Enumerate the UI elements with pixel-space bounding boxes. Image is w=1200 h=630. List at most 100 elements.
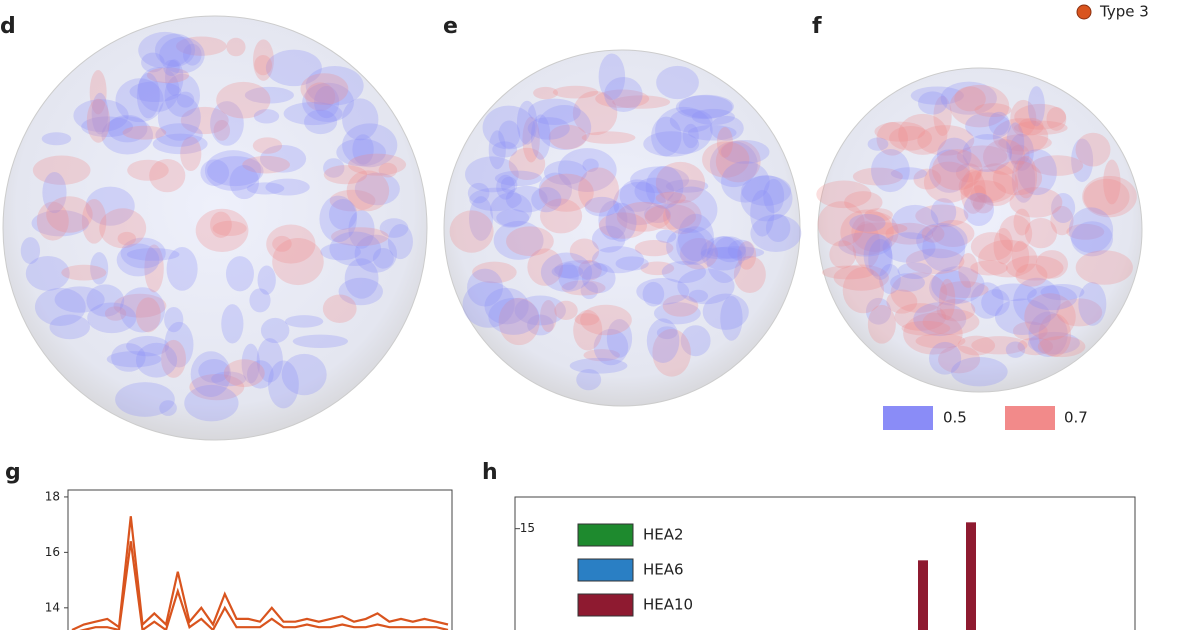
density-patch <box>1066 223 1105 240</box>
density-patch <box>679 238 719 270</box>
density-patch <box>154 33 196 67</box>
density-patch <box>36 201 69 241</box>
density-patch <box>1013 120 1068 135</box>
density-patch <box>606 318 633 358</box>
density-patch <box>225 256 254 292</box>
density-patch <box>936 137 972 173</box>
density-patch <box>993 227 1014 265</box>
density-patch <box>54 286 105 313</box>
density-patch <box>354 172 400 206</box>
density-patch <box>581 131 636 144</box>
density-patch <box>465 156 519 193</box>
density-patch <box>31 210 89 237</box>
density-patch <box>949 84 1010 128</box>
density-patch <box>971 336 1028 355</box>
density-patch <box>1031 155 1084 176</box>
density-patch <box>25 255 70 291</box>
density-patch <box>141 52 165 73</box>
density-patch <box>223 359 265 388</box>
density-patch <box>1011 156 1036 203</box>
density-patch <box>116 243 160 277</box>
density-patch <box>164 306 184 333</box>
density-patch <box>642 281 665 307</box>
density-patch <box>750 214 802 253</box>
legend-label: HEA6 <box>643 561 684 579</box>
density-patch <box>700 236 747 271</box>
density-patch <box>81 116 133 137</box>
density-patch <box>680 325 711 357</box>
density-patch <box>936 298 976 322</box>
density-patch <box>700 247 743 260</box>
density-patch <box>554 260 608 280</box>
density-patch <box>558 262 579 291</box>
density-patch <box>721 140 770 164</box>
density-patch <box>528 98 581 126</box>
density-patch <box>930 198 957 227</box>
density-patch <box>115 78 164 123</box>
density-patch <box>572 90 618 136</box>
density-patch <box>493 220 544 260</box>
density-patch <box>595 89 650 109</box>
density-patch <box>582 158 599 172</box>
density-patch <box>1068 207 1114 254</box>
density-patch <box>1015 155 1038 199</box>
density-patch <box>994 298 1051 336</box>
density-patch <box>146 67 190 84</box>
density-patch <box>242 155 290 174</box>
density-patch <box>655 229 677 243</box>
density-patch <box>252 137 283 154</box>
density-patch <box>198 358 230 383</box>
particle-shell <box>443 49 801 407</box>
density-patch <box>155 123 203 147</box>
density-patch <box>533 86 559 100</box>
density-patch <box>714 236 746 263</box>
particle-shell <box>817 67 1143 393</box>
density-patch <box>578 259 602 281</box>
density-patch <box>1075 132 1111 167</box>
density-patch <box>662 294 699 317</box>
density-patch <box>922 308 980 335</box>
density-patch <box>716 127 733 158</box>
density-patch <box>916 222 968 259</box>
density-patch <box>200 159 230 186</box>
density-patch <box>252 39 274 81</box>
density-patch <box>931 220 975 247</box>
density-patch <box>960 169 986 214</box>
density-patch <box>85 186 135 226</box>
density-patch <box>923 161 974 203</box>
density-patch <box>678 94 734 119</box>
density-patch <box>182 43 202 66</box>
density-patch <box>106 351 162 368</box>
density-patch <box>342 98 379 141</box>
density-patch <box>868 238 893 280</box>
density-patch <box>348 210 375 249</box>
density-patch <box>675 95 733 120</box>
density-patch <box>87 302 137 334</box>
density-patch <box>195 208 249 253</box>
legend-swatch <box>577 593 634 617</box>
density-patch <box>915 204 969 228</box>
density-patch <box>161 339 186 378</box>
density-patch <box>119 287 166 333</box>
density-patch <box>864 208 893 222</box>
density-patch <box>721 161 770 203</box>
density-patch <box>176 36 227 56</box>
density-patch <box>913 302 967 337</box>
legend-label: HEA2 <box>643 526 684 544</box>
density-patch <box>342 123 398 168</box>
density-patch <box>527 248 563 286</box>
legend-label: HEA10 <box>643 596 693 614</box>
density-patch <box>1010 99 1037 137</box>
density-patch <box>86 98 110 143</box>
density-patch <box>901 320 951 336</box>
density-patch <box>688 289 709 303</box>
density-patch <box>844 191 883 214</box>
density-patch <box>159 36 205 74</box>
density-patch <box>1046 106 1067 131</box>
density-patch <box>1009 133 1034 171</box>
density-patch <box>1078 282 1107 326</box>
density-patch <box>126 335 170 357</box>
density-patch <box>323 158 345 178</box>
density-patch <box>1038 313 1072 357</box>
density-patch <box>180 136 202 172</box>
